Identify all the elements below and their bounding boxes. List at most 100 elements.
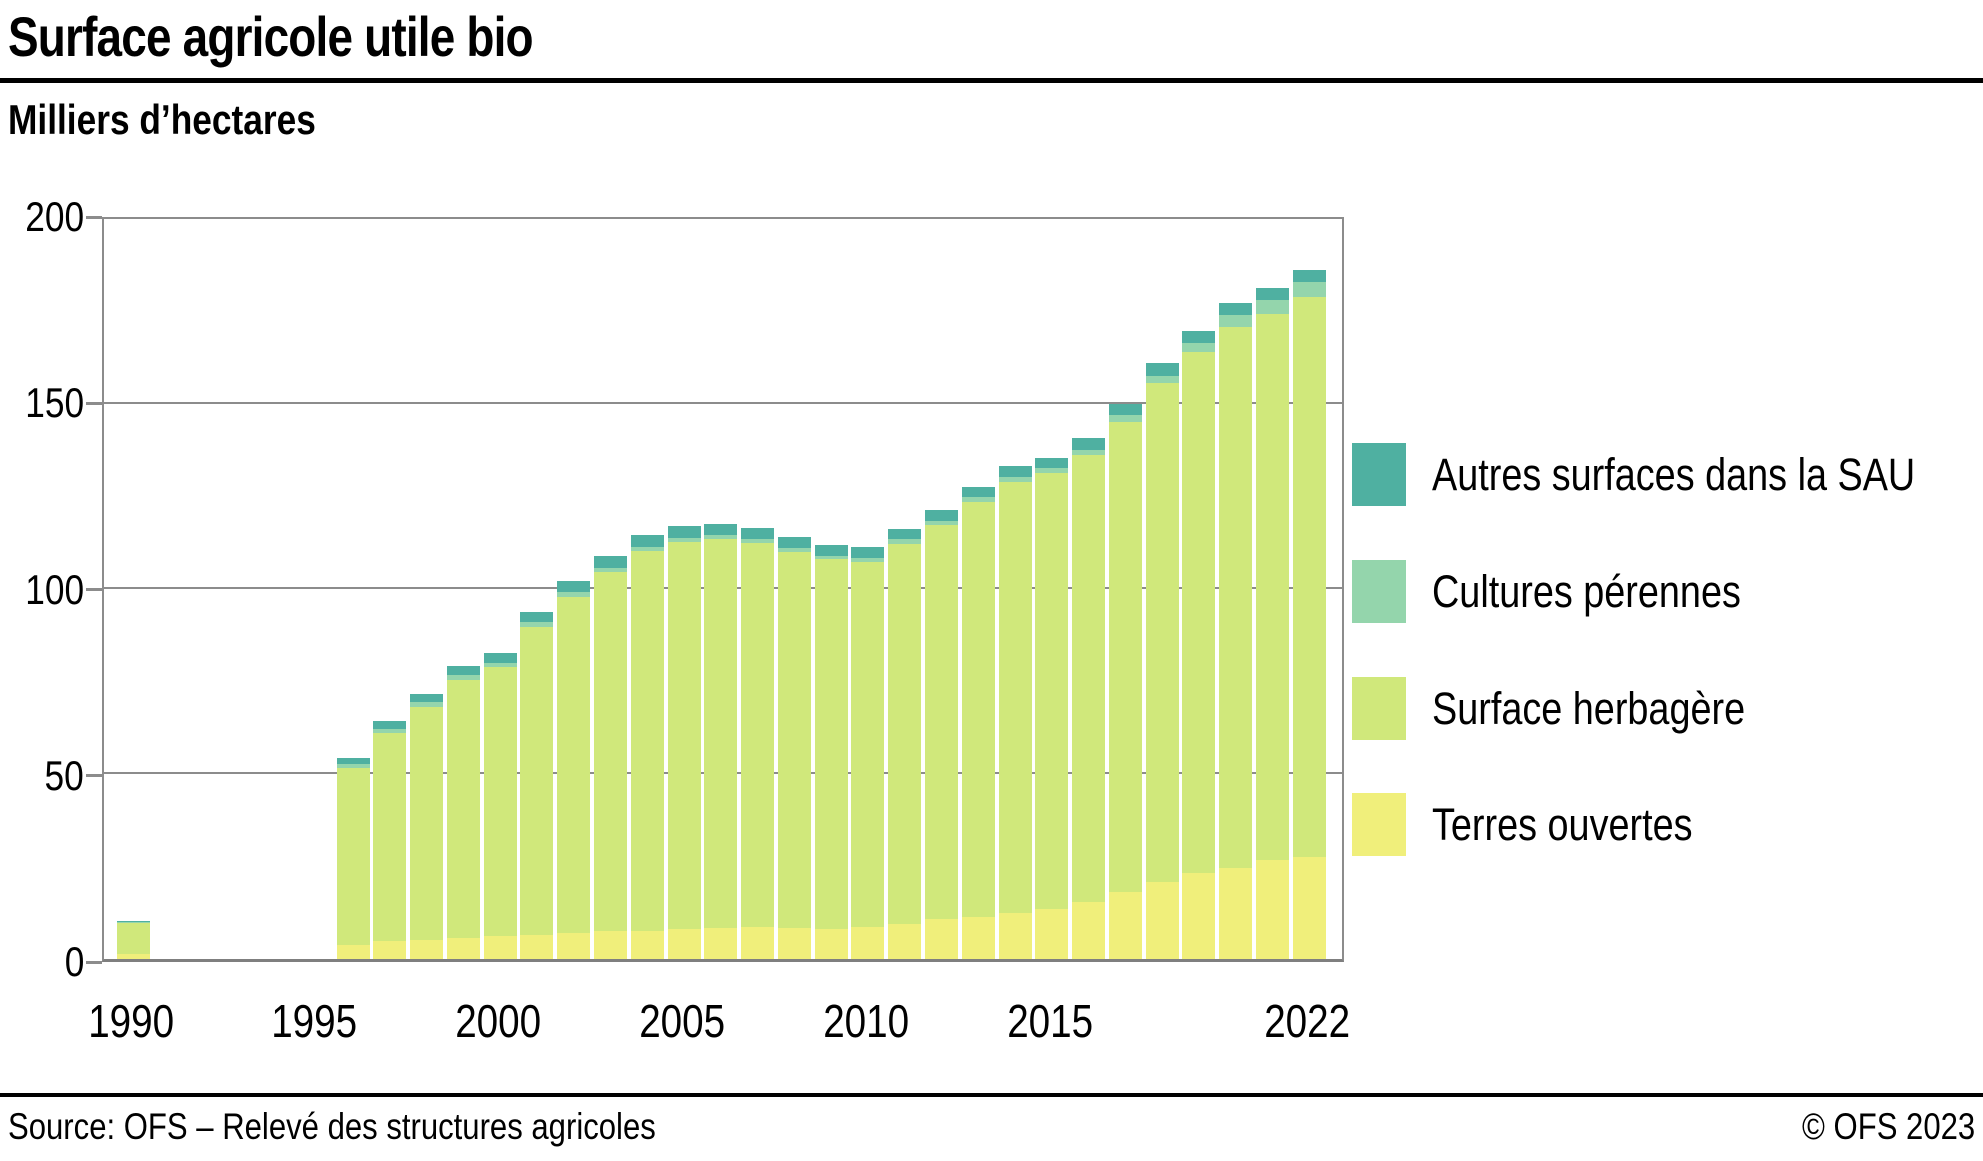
bar-segment xyxy=(520,622,554,627)
footer-rule xyxy=(0,1093,1983,1097)
bar-segment xyxy=(851,557,885,562)
bar-segment xyxy=(336,768,370,945)
bar-segment xyxy=(998,476,1032,482)
bar-segment xyxy=(483,936,517,959)
legend-label: Cultures pérennes xyxy=(1432,565,1741,617)
bar-segment xyxy=(593,556,627,568)
bar-segment xyxy=(1219,303,1253,315)
bar-segment xyxy=(336,757,370,764)
copyright-note: © OFS 2023 xyxy=(1801,1106,1975,1147)
bar-segment xyxy=(1219,314,1253,327)
legend-label: Terres ouvertes xyxy=(1432,798,1693,850)
y-tick-label-0: 0 xyxy=(64,938,84,985)
bar-segment xyxy=(888,528,922,540)
bar-segment xyxy=(1108,414,1142,423)
bar-segment xyxy=(1108,422,1142,893)
bar-segment xyxy=(998,466,1032,477)
bar-segment xyxy=(704,927,738,959)
bar-segment xyxy=(593,567,627,572)
bar-1998 xyxy=(410,219,444,959)
bar-segment xyxy=(446,675,480,680)
y-tick-label-150: 150 xyxy=(25,379,84,427)
bar-segment xyxy=(924,919,958,959)
bar-1996 xyxy=(336,219,370,959)
bar-segment xyxy=(410,940,444,959)
title-rule xyxy=(0,78,1983,83)
bar-2013 xyxy=(961,219,995,959)
bar-segment xyxy=(557,592,591,597)
bar-segment xyxy=(1072,454,1106,903)
bar-segment xyxy=(1292,270,1326,282)
bar-segment xyxy=(593,930,627,959)
bar-2010 xyxy=(851,219,885,959)
bar-segment xyxy=(373,728,407,734)
x-tick-label-2005: 2005 xyxy=(639,995,725,1047)
bar-segment xyxy=(373,721,407,729)
x-tick-label-2022: 2022 xyxy=(1264,995,1351,1047)
bar-segment xyxy=(557,596,591,934)
x-tick-label-2015: 2015 xyxy=(1006,995,1093,1047)
y-tick-mark xyxy=(86,401,102,405)
bar-segment xyxy=(1108,892,1142,959)
bar-segment xyxy=(483,662,517,668)
bar-segment xyxy=(116,923,150,955)
bar-2020 xyxy=(1219,219,1253,959)
bar-segment xyxy=(336,763,370,769)
legend-label: Autres surfaces dans la SAU xyxy=(1432,448,1916,500)
bar-segment xyxy=(704,538,738,928)
bar-segment xyxy=(1145,382,1179,883)
legend-swatch xyxy=(1352,443,1406,506)
legend-item: Surface herbagère xyxy=(1352,677,1983,740)
bar-segment xyxy=(851,547,885,558)
legend-item: Autres surfaces dans la SAU xyxy=(1352,443,1983,506)
x-tick-label-1990: 1990 xyxy=(88,995,174,1047)
plot-area xyxy=(102,217,1344,962)
x-tick-label-1995: 1995 xyxy=(271,995,358,1047)
bar-segment xyxy=(961,497,995,503)
bar-segment xyxy=(1292,856,1326,959)
bar-segment xyxy=(410,702,444,707)
bar-2018 xyxy=(1145,219,1179,959)
bar-segment xyxy=(777,552,811,928)
bar-2021 xyxy=(1256,219,1289,959)
bar-segment xyxy=(961,916,995,959)
bar-1997 xyxy=(373,219,407,959)
bar-segment xyxy=(741,542,775,928)
bar-segment xyxy=(1035,473,1069,910)
bar-segment xyxy=(593,572,627,931)
bar-segment xyxy=(1256,288,1289,300)
bar-segment xyxy=(924,509,958,521)
legend-label: Surface herbagère xyxy=(1432,682,1746,734)
bar-segment xyxy=(667,541,701,930)
bar-segment xyxy=(373,733,407,941)
bar-2008 xyxy=(777,219,811,959)
bar-2003 xyxy=(593,219,627,959)
bar-2011 xyxy=(888,219,922,959)
bar-segment xyxy=(1292,281,1326,298)
bar-2014 xyxy=(998,219,1032,959)
source-note: Source: OFS – Relevé des structures agri… xyxy=(8,1106,656,1147)
bar-segment xyxy=(1145,363,1179,376)
bar-segment xyxy=(630,930,664,959)
bar-segment xyxy=(483,653,517,663)
bar-segment xyxy=(777,537,811,549)
bar-1999 xyxy=(446,219,480,959)
bar-segment xyxy=(851,561,885,928)
bar-segment xyxy=(961,486,995,498)
bar-segment xyxy=(1256,313,1289,860)
bar-segment xyxy=(1219,326,1253,868)
bar-segment xyxy=(373,940,407,959)
bar-2007 xyxy=(741,219,775,959)
bar-segment xyxy=(704,523,738,535)
bar-segment xyxy=(777,548,811,552)
bar-segment xyxy=(814,544,848,556)
bar-segment xyxy=(1035,457,1069,469)
bar-segment xyxy=(446,679,480,938)
bar-segment xyxy=(410,694,444,703)
bar-segment xyxy=(814,559,848,930)
bar-segment xyxy=(1035,909,1069,959)
bar-segment xyxy=(630,546,664,551)
bar-segment xyxy=(1145,375,1179,383)
legend-swatch xyxy=(1352,793,1406,856)
